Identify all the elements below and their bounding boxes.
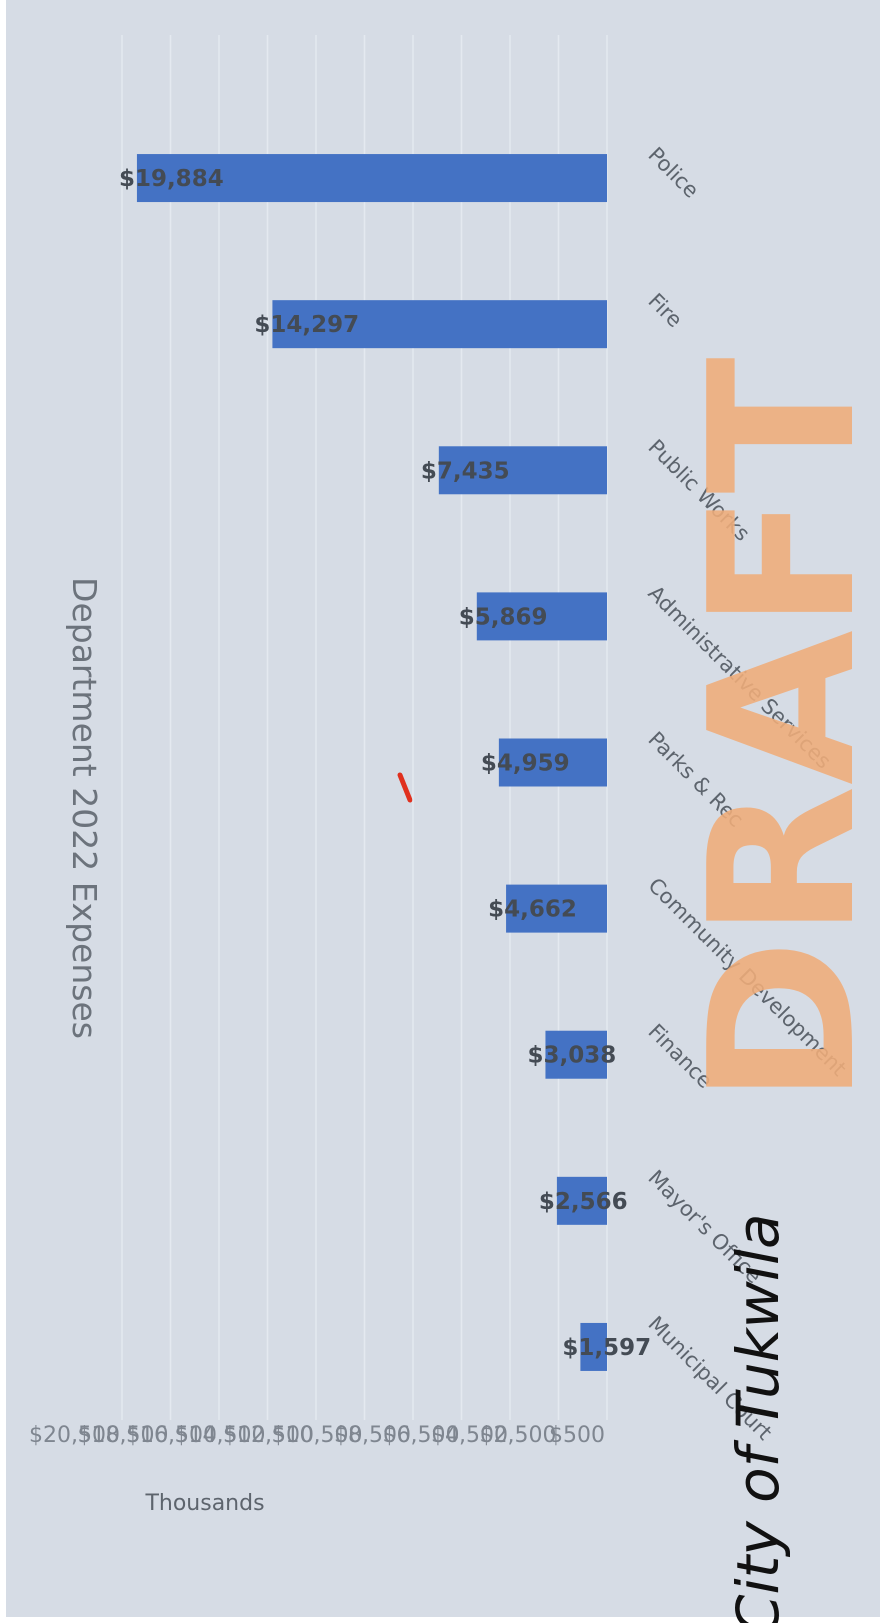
- bar-data-label: $14,297: [254, 312, 359, 338]
- value-axis-ticks: $500$2,500$4,500$6,500$8,500$10,500$12,5…: [29, 1423, 605, 1448]
- value-tick-label: $16,500: [126, 1423, 217, 1448]
- bar: [556, 1176, 607, 1225]
- bar: [545, 1030, 607, 1079]
- bar: [136, 154, 607, 203]
- bar: [438, 446, 607, 495]
- gridlines: [121, 35, 608, 1420]
- bar: [498, 738, 607, 787]
- bar-series: [136, 154, 607, 1371]
- bar-data-label: $19,884: [119, 166, 224, 192]
- value-tick-label: $6,500: [383, 1423, 460, 1448]
- value-tick-label: $20,500: [29, 1423, 120, 1448]
- bar-data-label: $2,566: [539, 1189, 628, 1215]
- bar-data-label: $5,869: [459, 604, 548, 630]
- bar: [476, 592, 607, 641]
- chart-background: [6, 0, 880, 1617]
- value-tick-label: $10,500: [272, 1423, 363, 1448]
- value-tick-label: $500: [549, 1423, 605, 1448]
- bar-data-label: $7,435: [421, 458, 510, 484]
- bar-data-label: $3,038: [527, 1043, 616, 1069]
- value-tick-label: $4,500: [431, 1423, 508, 1448]
- value-tick-label: $8,500: [334, 1423, 411, 1448]
- chart-title: Department 2022 Expenses: [65, 577, 104, 1039]
- draft-watermark: DRAFT: [667, 357, 880, 1105]
- value-tick-label: $2,500: [480, 1423, 557, 1448]
- value-tick-label: $18,500: [78, 1423, 169, 1448]
- bar-data-label: $4,959: [481, 751, 570, 777]
- value-axis-title: Thousands: [144, 1491, 264, 1516]
- bar: [506, 884, 607, 933]
- bar: [580, 1322, 607, 1371]
- data-labels: $19,884 $14,297 $7,435 $5,869 $4,959 $4,662 $3…: [119, 166, 651, 1361]
- value-tick-label: $14,500: [175, 1423, 266, 1448]
- bar: [272, 300, 607, 349]
- bar-data-label: $4,662: [488, 897, 577, 923]
- org-name-text: City of Tukwila: [724, 1213, 792, 1623]
- bar-data-label: $1,597: [562, 1335, 651, 1361]
- value-tick-label: $12,500: [223, 1423, 314, 1448]
- red-accent-stroke: [397, 772, 413, 803]
